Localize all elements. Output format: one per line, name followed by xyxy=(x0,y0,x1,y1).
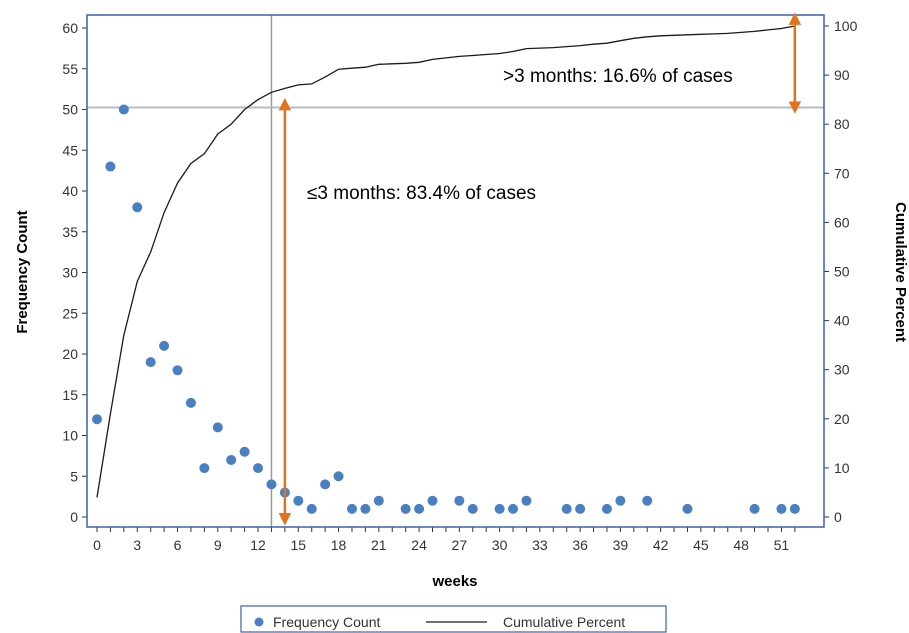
x-tick-label: 0 xyxy=(93,537,101,553)
annotation-text: >3 months: 16.6% of cases xyxy=(503,66,733,87)
y2-axis-title: Cumulative Percent xyxy=(892,202,909,342)
data-point xyxy=(333,471,344,482)
y-axis-title: Frequency Count xyxy=(14,210,31,333)
x-axis-title: weeks xyxy=(431,573,477,590)
legend-frame xyxy=(240,605,667,633)
data-point xyxy=(266,479,277,490)
data-point xyxy=(105,161,116,172)
x-tick-label: 24 xyxy=(411,537,427,553)
data-point xyxy=(414,503,425,514)
y2-tick-label: 90 xyxy=(834,67,850,83)
data-point xyxy=(159,340,170,351)
y-tick-label: 0 xyxy=(70,509,78,525)
data-point xyxy=(306,503,317,514)
x-tick-label: 33 xyxy=(532,537,548,553)
right-axis-ticks: 0 10 20 30 40 50 60 70 80 90 100 xyxy=(824,18,858,525)
data-point xyxy=(373,495,384,506)
x-tick-label: 48 xyxy=(733,537,749,553)
data-point xyxy=(615,495,626,506)
x-tick-label: 18 xyxy=(331,537,347,553)
frequency-count-points xyxy=(92,104,800,514)
y-tick-label: 5 xyxy=(70,468,78,484)
data-point xyxy=(253,463,264,474)
data-point xyxy=(561,503,572,514)
x-tick-label: 45 xyxy=(693,537,709,553)
x-tick-label: 9 xyxy=(214,537,222,553)
x-tick-label: 27 xyxy=(452,537,468,553)
data-point xyxy=(118,104,129,115)
data-point xyxy=(749,503,760,514)
y-tick-label: 10 xyxy=(62,428,78,444)
data-point xyxy=(172,365,183,376)
data-point xyxy=(682,503,693,514)
left-axis-ticks: 0 5 10 15 20 25 30 35 40 45 50 55 60 xyxy=(62,20,87,525)
x-tick-label: 42 xyxy=(653,537,669,553)
data-point xyxy=(427,495,438,506)
data-point xyxy=(789,503,800,514)
y2-tick-label: 20 xyxy=(834,411,850,427)
y-tick-label: 15 xyxy=(62,387,78,403)
data-point xyxy=(226,454,237,465)
annotations: ≤3 months: 83.4% of cases >3 months: 16.6… xyxy=(278,12,802,526)
y2-tick-label: 40 xyxy=(834,313,850,329)
data-point xyxy=(575,503,586,514)
legend-label-cumulative: Cumulative Percent xyxy=(503,614,625,630)
data-point xyxy=(239,446,250,457)
x-tick-label: 30 xyxy=(492,537,508,553)
data-point xyxy=(132,202,143,213)
x-tick-label: 21 xyxy=(371,537,387,553)
x-axis-ticks: 0 3 6 9 12 15 18 21 24 27 30 33 36 39 42 45 48 51 xyxy=(93,527,796,553)
data-point xyxy=(320,479,331,490)
data-point xyxy=(467,503,478,514)
legend-marker-frequency xyxy=(254,617,264,627)
data-point xyxy=(346,503,357,514)
y-tick-label: 40 xyxy=(62,183,78,199)
legend: Frequency Count Cumulative Percent xyxy=(240,605,667,633)
data-point xyxy=(642,495,653,506)
y2-tick-label: 50 xyxy=(834,264,850,280)
x-tick-label: 15 xyxy=(291,537,307,553)
x-tick-label: 12 xyxy=(250,537,266,553)
y-tick-label: 35 xyxy=(62,224,78,240)
plot-area-frame xyxy=(86,14,825,528)
data-point xyxy=(360,503,371,514)
data-point xyxy=(776,503,787,514)
data-point xyxy=(185,397,196,408)
y-tick-label: 20 xyxy=(62,346,78,362)
y2-tick-label: 80 xyxy=(834,116,850,132)
data-point xyxy=(494,503,505,514)
y2-tick-label: 70 xyxy=(834,165,850,181)
annotation-text: ≤3 months: 83.4% of cases xyxy=(307,183,536,204)
data-point xyxy=(293,495,304,506)
data-point xyxy=(92,414,102,425)
y-tick-label: 55 xyxy=(62,61,78,77)
y-tick-label: 45 xyxy=(62,142,78,158)
x-tick-label: 39 xyxy=(613,537,629,553)
x-tick-label: 3 xyxy=(133,537,141,553)
data-point xyxy=(400,503,411,514)
y2-tick-label: 60 xyxy=(834,214,850,230)
data-point xyxy=(601,503,612,514)
x-tick-label: 36 xyxy=(572,537,588,553)
data-point xyxy=(521,495,532,506)
y2-tick-label: 0 xyxy=(834,509,842,525)
x-tick-label: 6 xyxy=(174,537,182,553)
x-tick-label: 51 xyxy=(774,537,790,553)
cumulative-percent-line xyxy=(96,25,795,498)
y2-tick-label: 100 xyxy=(834,18,858,34)
y2-tick-label: 30 xyxy=(834,362,850,378)
legend-label-frequency: Frequency Count xyxy=(273,614,381,630)
data-point xyxy=(145,357,156,368)
y-tick-label: 60 xyxy=(62,20,78,36)
y-tick-label: 25 xyxy=(62,305,78,321)
data-point xyxy=(454,495,465,506)
data-point xyxy=(212,422,223,433)
data-point xyxy=(199,463,210,474)
y-tick-label: 30 xyxy=(62,265,78,281)
y-tick-label: 50 xyxy=(62,102,78,118)
data-point xyxy=(508,503,519,514)
y2-tick-label: 10 xyxy=(834,460,850,476)
